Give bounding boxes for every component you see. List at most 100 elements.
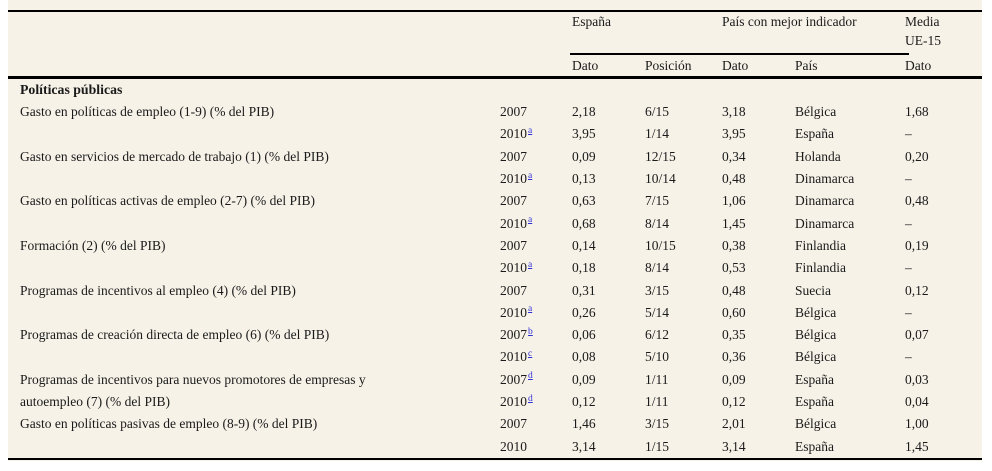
cell-mejor-dato: 0,09 bbox=[722, 371, 746, 387]
cell-mejor-pais: Bélgica bbox=[795, 104, 837, 120]
cell-mejor-dato: 0,12 bbox=[722, 394, 746, 409]
cell-espana-dato: 0,18 bbox=[572, 260, 596, 276]
footnote-ref-link[interactable]: c bbox=[528, 348, 533, 359]
group-header-espana: España bbox=[572, 14, 611, 29]
cell-espana-posicion: 6/15 bbox=[645, 104, 670, 120]
year-value: 2007 bbox=[500, 148, 527, 164]
sub-header-row: Dato Posición Dato País Dato bbox=[20, 57, 972, 75]
cell-mejor-pais: España bbox=[795, 438, 834, 454]
cell-mejor-pais: Dinamarca bbox=[795, 193, 855, 209]
col-header-espana-dato: Dato bbox=[572, 58, 599, 73]
cell-mejor-dato: 0,38 bbox=[722, 237, 746, 253]
cell-espana-dato: 0,14 bbox=[572, 237, 596, 253]
footnote-ref-link[interactable]: a bbox=[528, 215, 533, 226]
table-row: Programas de incentivos para nuevos prom… bbox=[20, 369, 972, 391]
year-value: 2007 bbox=[500, 193, 527, 209]
year-value: 2007 bbox=[500, 104, 527, 120]
cell-espana-dato: 3,14 bbox=[572, 438, 596, 454]
cell-indicator-label: Programas de incentivos para nuevos prom… bbox=[20, 371, 366, 387]
group-header-mejor-indicador: País con mejor indicador bbox=[722, 14, 857, 29]
cell-espana-dato: 3,95 bbox=[572, 126, 596, 142]
cell-media-dato: 0,07 bbox=[905, 327, 929, 343]
cell-espana-posicion: 1/14 bbox=[645, 126, 670, 142]
cell-year: 2010a bbox=[500, 126, 572, 142]
table-row: 2010a 0,18 8/14 0,53 Finlandia – bbox=[20, 257, 972, 279]
section-header-row: Políticas públicas bbox=[20, 79, 972, 101]
cell-mejor-dato: 1,06 bbox=[722, 193, 746, 209]
group-header-media-line1: Media bbox=[905, 14, 940, 29]
footnote-ref-link[interactable]: a bbox=[528, 304, 533, 315]
col-header-mejor-pais: País bbox=[795, 58, 818, 73]
cell-indicator-label: Gasto en políticas activas de empleo (2-… bbox=[20, 193, 316, 209]
cell-espana-posicion: 3/15 bbox=[645, 282, 670, 298]
cell-espana-posicion: 1/11 bbox=[645, 394, 669, 409]
year-value: 2010 bbox=[500, 438, 527, 454]
cell-mejor-pais: Bélgica bbox=[795, 327, 837, 343]
cell-mejor-pais: España bbox=[795, 394, 834, 409]
cell-media-dato: – bbox=[905, 304, 912, 320]
header-body-divider bbox=[8, 76, 982, 79]
cell-year: 2007 bbox=[500, 104, 572, 120]
table-row: Gasto en políticas activas de empleo (2-… bbox=[20, 190, 972, 212]
cell-year: 2010d bbox=[500, 394, 572, 410]
cell-espana-dato: 1,46 bbox=[572, 416, 596, 432]
cell-espana-posicion: 5/10 bbox=[645, 349, 670, 365]
year-value: 2010 bbox=[500, 304, 527, 320]
cell-espana-dato: 0,31 bbox=[572, 282, 596, 298]
footnote-ref-link[interactable]: a bbox=[528, 259, 533, 270]
column-group-header-row: España País con mejor indicador Media UE… bbox=[20, 12, 972, 50]
footnote-ref-link[interactable]: a bbox=[528, 125, 533, 136]
group-header-media-ue15: Media UE-15 bbox=[905, 12, 972, 50]
cell-espana-dato: 0,09 bbox=[572, 148, 596, 164]
table-row: 2010c 0,08 5/10 0,36 Bélgica – bbox=[20, 346, 972, 368]
cell-mejor-pais: Dinamarca bbox=[795, 171, 855, 187]
footnote-ref-link[interactable]: d bbox=[528, 371, 533, 382]
footnote-ref-link[interactable]: b bbox=[528, 326, 533, 337]
cell-espana-dato: 0,63 bbox=[572, 193, 596, 209]
cell-indicator-label: Gasto en servicios de mercado de trabajo… bbox=[20, 148, 329, 164]
year-value: 2010 bbox=[500, 126, 527, 142]
cell-espana-dato: 0,26 bbox=[572, 304, 596, 320]
cell-mejor-pais: Finlandia bbox=[795, 237, 846, 253]
table-row: Programas de creación directa de empleo … bbox=[20, 324, 972, 346]
cell-indicator-label: Gasto en políticas pasivas de empleo (8-… bbox=[20, 416, 318, 432]
cell-year: 2010a bbox=[500, 215, 572, 232]
cell-year: 2007 bbox=[500, 149, 572, 165]
cell-media-dato: – bbox=[905, 215, 912, 231]
year-value: 2010 bbox=[500, 215, 527, 231]
cell-espana-dato: 0,12 bbox=[572, 394, 596, 409]
cell-mejor-dato: 0,36 bbox=[722, 349, 746, 365]
cell-espana-posicion: 5/14 bbox=[645, 304, 670, 320]
table-row: Gasto en políticas de empleo (1-9) (% de… bbox=[20, 101, 972, 123]
cell-year: 2010 bbox=[500, 439, 572, 455]
year-value: 2007 bbox=[500, 327, 527, 343]
cell-mejor-dato: 1,45 bbox=[722, 215, 746, 231]
year-value: 2010 bbox=[500, 260, 527, 276]
year-value: 2010 bbox=[500, 171, 527, 187]
cell-mejor-dato: 3,14 bbox=[722, 438, 746, 454]
cell-mejor-pais: Suecia bbox=[795, 282, 831, 298]
table-row: Formación (2) (% del PIB) 2007 0,14 10/1… bbox=[20, 235, 972, 257]
cell-mejor-dato: 3,95 bbox=[722, 126, 746, 142]
cell-year: 2010a bbox=[500, 260, 572, 276]
table-row: 2010a 0,26 5/14 0,60 Bélgica – bbox=[20, 302, 972, 324]
cell-media-dato: 0,20 bbox=[905, 148, 929, 164]
table-row: 2010a 0,68 8/14 1,45 Dinamarca – bbox=[20, 212, 972, 234]
cell-espana-posicion: 6/12 bbox=[645, 327, 670, 343]
cell-espana-posicion: 1/15 bbox=[645, 438, 670, 454]
footnote-ref-link[interactable]: d bbox=[528, 393, 533, 404]
cell-mejor-pais: Finlandia bbox=[795, 260, 846, 276]
group-header-media-line2: UE-15 bbox=[905, 33, 941, 48]
cell-year: 2010c bbox=[500, 349, 572, 365]
table-row: Gasto en servicios de mercado de trabajo… bbox=[20, 146, 972, 168]
cell-year: 2007 bbox=[500, 193, 572, 209]
cell-media-dato: 0,04 bbox=[905, 394, 929, 409]
footnote-ref-link[interactable]: a bbox=[528, 170, 533, 181]
bottom-rule bbox=[8, 458, 982, 461]
cell-media-dato: 1,45 bbox=[905, 438, 929, 454]
cell-espana-dato: 0,68 bbox=[572, 215, 596, 231]
cell-year: 2010a bbox=[500, 305, 572, 321]
cell-espana-posicion: 10/14 bbox=[645, 171, 676, 187]
cell-mejor-dato: 0,35 bbox=[722, 327, 746, 343]
cell-espana-posicion: 8/14 bbox=[645, 260, 670, 276]
